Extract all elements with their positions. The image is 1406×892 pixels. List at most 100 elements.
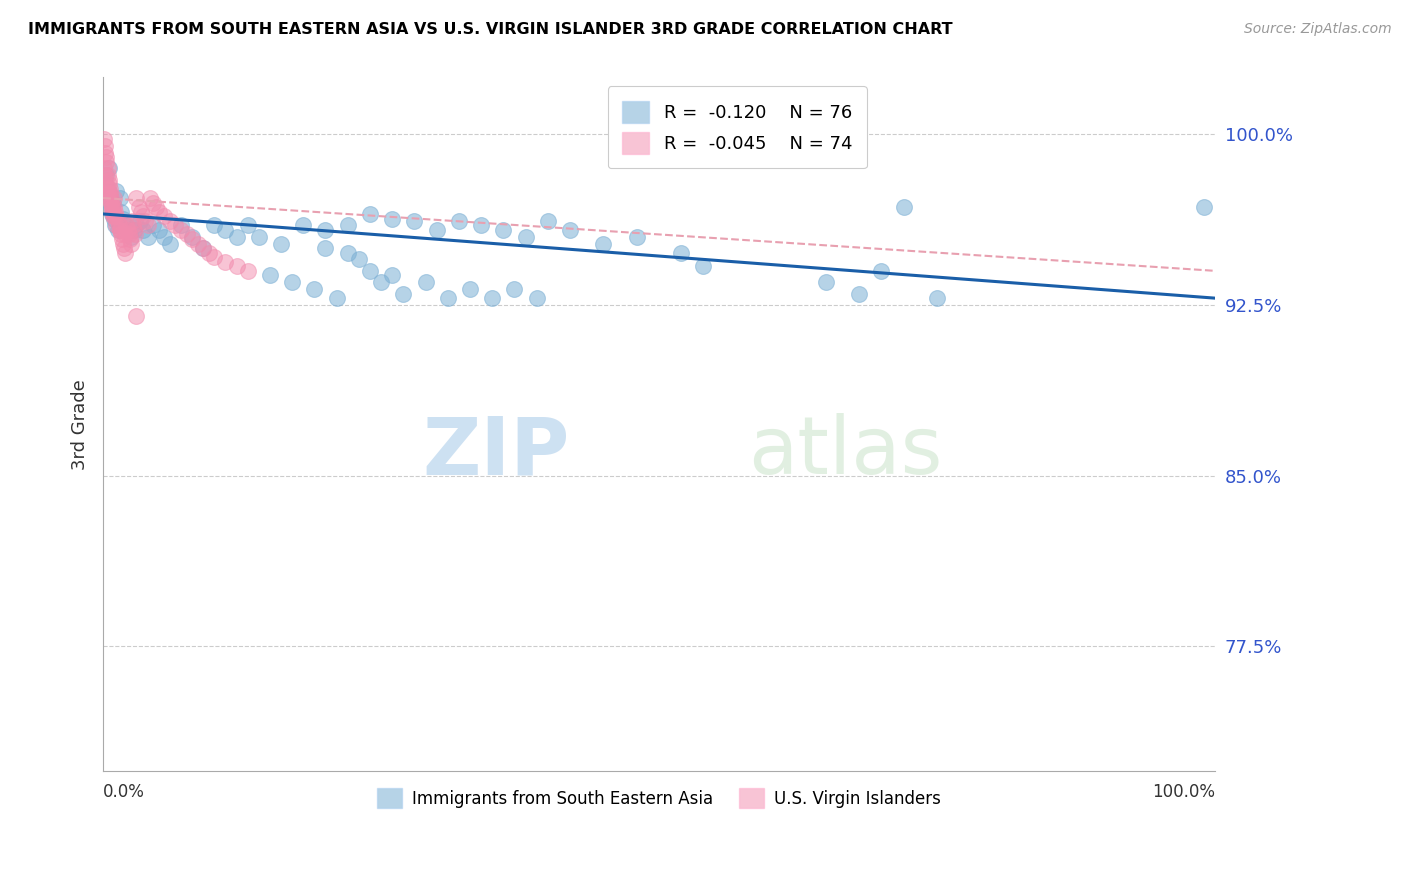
- Point: [142, 219, 165, 233]
- Point: [122, 223, 145, 237]
- Point: [97, 173, 120, 187]
- Point: [165, 219, 187, 233]
- Point: [193, 241, 215, 255]
- Point: [814, 275, 837, 289]
- Point: [848, 286, 870, 301]
- Point: [481, 291, 503, 305]
- Legend: Immigrants from South Eastern Asia, U.S. Virgin Islanders: Immigrants from South Eastern Asia, U.S.…: [371, 781, 948, 815]
- Point: [134, 214, 156, 228]
- Point: [94, 168, 117, 182]
- Point: [925, 291, 948, 305]
- Point: [170, 219, 193, 233]
- Point: [503, 282, 526, 296]
- Point: [125, 191, 148, 205]
- Point: [98, 191, 121, 205]
- Point: [103, 191, 125, 205]
- Point: [114, 227, 136, 242]
- Point: [139, 191, 162, 205]
- Point: [893, 200, 915, 214]
- Point: [94, 178, 117, 192]
- Point: [128, 214, 150, 228]
- Point: [145, 200, 167, 214]
- Point: [98, 186, 121, 201]
- Point: [225, 229, 247, 244]
- Point: [104, 219, 127, 233]
- Point: [304, 282, 326, 296]
- Point: [247, 229, 270, 244]
- Point: [107, 223, 129, 237]
- Point: [392, 286, 415, 301]
- Point: [325, 291, 347, 305]
- Text: 100.0%: 100.0%: [1152, 783, 1215, 801]
- Point: [96, 150, 118, 164]
- Point: [381, 268, 404, 283]
- Point: [103, 200, 125, 214]
- Point: [105, 209, 128, 223]
- Text: IMMIGRANTS FROM SOUTH EASTERN ASIA VS U.S. VIRGIN ISLANDER 3RD GRADE CORRELATION: IMMIGRANTS FROM SOUTH EASTERN ASIA VS U.…: [28, 22, 953, 37]
- Point: [170, 223, 193, 237]
- Point: [347, 252, 370, 267]
- Point: [101, 204, 124, 219]
- Point: [132, 209, 155, 223]
- Point: [125, 219, 148, 233]
- Point: [214, 223, 236, 237]
- Point: [129, 204, 152, 219]
- Text: atlas: atlas: [748, 413, 942, 491]
- Point: [671, 245, 693, 260]
- Point: [97, 184, 120, 198]
- Point: [202, 250, 225, 264]
- Point: [108, 223, 131, 237]
- Point: [870, 264, 893, 278]
- Point: [197, 245, 219, 260]
- Point: [97, 161, 120, 176]
- Point: [370, 275, 392, 289]
- Point: [107, 214, 129, 228]
- Point: [314, 223, 336, 237]
- Point: [202, 219, 225, 233]
- Point: [526, 291, 548, 305]
- Point: [415, 275, 437, 289]
- Point: [193, 241, 215, 255]
- Point: [236, 219, 259, 233]
- Point: [426, 223, 449, 237]
- Point: [98, 182, 121, 196]
- Point: [458, 282, 481, 296]
- Point: [558, 223, 581, 237]
- Point: [97, 161, 120, 176]
- Point: [114, 219, 136, 233]
- Point: [692, 260, 714, 274]
- Point: [187, 236, 209, 251]
- Point: [98, 191, 121, 205]
- Point: [128, 200, 150, 214]
- Point: [214, 254, 236, 268]
- Point: [492, 223, 515, 237]
- Point: [104, 204, 127, 219]
- Point: [148, 204, 170, 219]
- Point: [515, 229, 537, 244]
- Point: [592, 236, 614, 251]
- Point: [121, 214, 143, 228]
- Point: [132, 223, 155, 237]
- Point: [122, 223, 145, 237]
- Point: [117, 223, 139, 237]
- Point: [359, 264, 381, 278]
- Point: [1192, 200, 1215, 214]
- Point: [118, 227, 141, 242]
- Point: [97, 182, 120, 196]
- Point: [112, 211, 135, 226]
- Point: [103, 211, 125, 226]
- Point: [93, 132, 115, 146]
- Point: [404, 214, 426, 228]
- Point: [100, 200, 122, 214]
- Point: [105, 219, 128, 233]
- Point: [100, 195, 122, 210]
- Point: [108, 223, 131, 237]
- Point: [124, 227, 146, 242]
- Point: [470, 219, 492, 233]
- Point: [359, 207, 381, 221]
- Point: [100, 195, 122, 210]
- Point: [270, 236, 292, 251]
- Point: [101, 200, 124, 214]
- Point: [122, 219, 145, 233]
- Point: [108, 191, 131, 205]
